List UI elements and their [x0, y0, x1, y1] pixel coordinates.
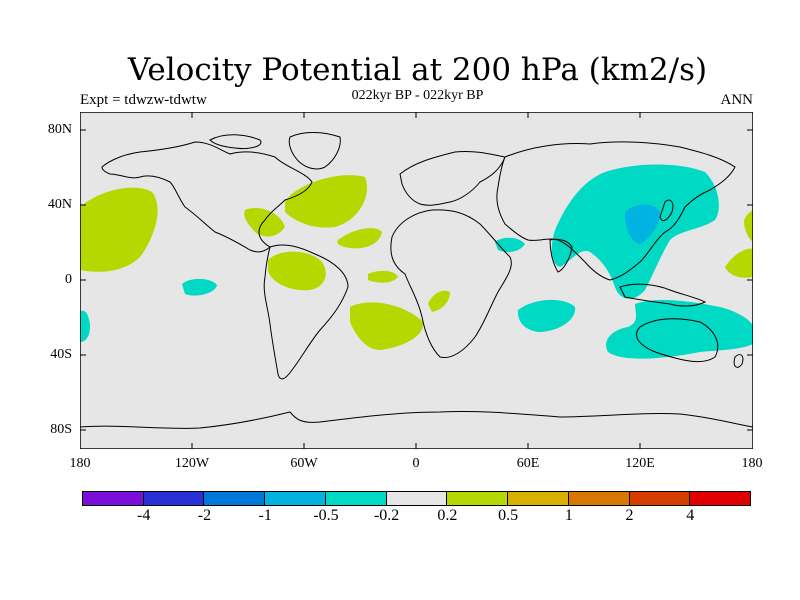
xtick-label: 180 [741, 456, 763, 471]
ytick-label: 0 [65, 272, 72, 287]
coast-europe [399, 151, 506, 206]
xtick-label: 60E [516, 456, 540, 471]
colorbar [82, 491, 752, 506]
season-label: ANN [720, 92, 754, 108]
negative-anomaly-patches [80, 164, 753, 359]
colorbar-swatch [82, 491, 144, 506]
ytick-label: 80S [50, 422, 72, 437]
colorbar-label: 2 [625, 507, 634, 524]
patch-southeast-pacific-edge [80, 310, 90, 342]
colorbar-swatch [628, 491, 691, 506]
experiment-label: Expt = tdwzw-tdwtw [80, 92, 207, 108]
map-svg [80, 112, 753, 449]
patch-date-line-north [744, 210, 753, 242]
colorbar-swatch [203, 491, 266, 506]
ytick-label: 80N [47, 122, 72, 137]
colorbar-label: -0.5 [313, 507, 339, 524]
coast-new-zealand [733, 354, 744, 368]
coast-india [549, 238, 573, 273]
colorbar-swatch [567, 491, 630, 506]
patch-central-pacific [80, 187, 158, 272]
coast-greenland [288, 132, 341, 170]
patch-central-atlantic [337, 228, 382, 249]
patch-east-pacific [182, 278, 217, 296]
xtick-label: 120E [625, 456, 655, 471]
colorbar-swatch [324, 491, 387, 506]
positive-anomaly-patches [80, 175, 753, 350]
coast-arctic-islands [209, 134, 262, 149]
axis-ticks [80, 112, 753, 449]
coast-australia [636, 318, 719, 363]
patch-tropical-atlantic [368, 270, 398, 283]
patch-amazon [268, 251, 326, 291]
colorbar-label: 0.5 [498, 507, 519, 524]
colorbar-label: 1 [564, 507, 573, 524]
coast-antarctica [80, 410, 753, 429]
patch-west-pacific-edge [725, 248, 753, 278]
patch-africa [428, 290, 450, 312]
colorbar-swatch [264, 491, 326, 506]
colorbar-swatch [689, 491, 752, 506]
map-background [80, 112, 753, 449]
ytick-label: 40S [50, 347, 72, 362]
coast-north-america [101, 141, 313, 253]
ytick-label: 40N [47, 197, 72, 212]
xtick-label: 120W [174, 456, 210, 471]
colorbar-swatch [446, 491, 509, 506]
coast-south-america [263, 244, 349, 380]
xtick-label: 180 [69, 456, 91, 471]
colorbar-label: -4 [137, 507, 151, 524]
coast-japan [659, 199, 674, 222]
colorbar-label: -1 [258, 507, 272, 524]
plot-subtitle: 022kyr BP - 022kyr BP [351, 88, 484, 103]
coast-africa [390, 209, 512, 359]
xtick-label: 60W [290, 456, 318, 471]
colorbar-label: -0.2 [373, 507, 400, 524]
coastlines [80, 132, 753, 429]
colorbar-swatch [385, 491, 448, 506]
patch-north-atlantic [285, 175, 367, 228]
colorbar-label: -2 [197, 507, 212, 524]
xtick-label: 0 [412, 456, 420, 471]
patch-south-atlantic [350, 302, 424, 350]
patch-indian-ocean [517, 299, 576, 332]
patch-japan-core [625, 204, 660, 244]
plot-title: Velocity Potential at 200 hPa (km2/s) [127, 52, 708, 88]
coast-asia [496, 141, 736, 281]
colorbar-label: 4 [686, 507, 695, 524]
colorbar-swatch [142, 491, 205, 506]
colorbar-label: 0.2 [437, 507, 458, 524]
patch-caribbean [244, 207, 285, 237]
map-panel [80, 112, 753, 449]
colorbar-swatch [507, 491, 569, 506]
patch-maritime-continent [606, 300, 753, 359]
strong-negative-patch [625, 204, 660, 244]
coast-maritime-continent [619, 283, 707, 307]
